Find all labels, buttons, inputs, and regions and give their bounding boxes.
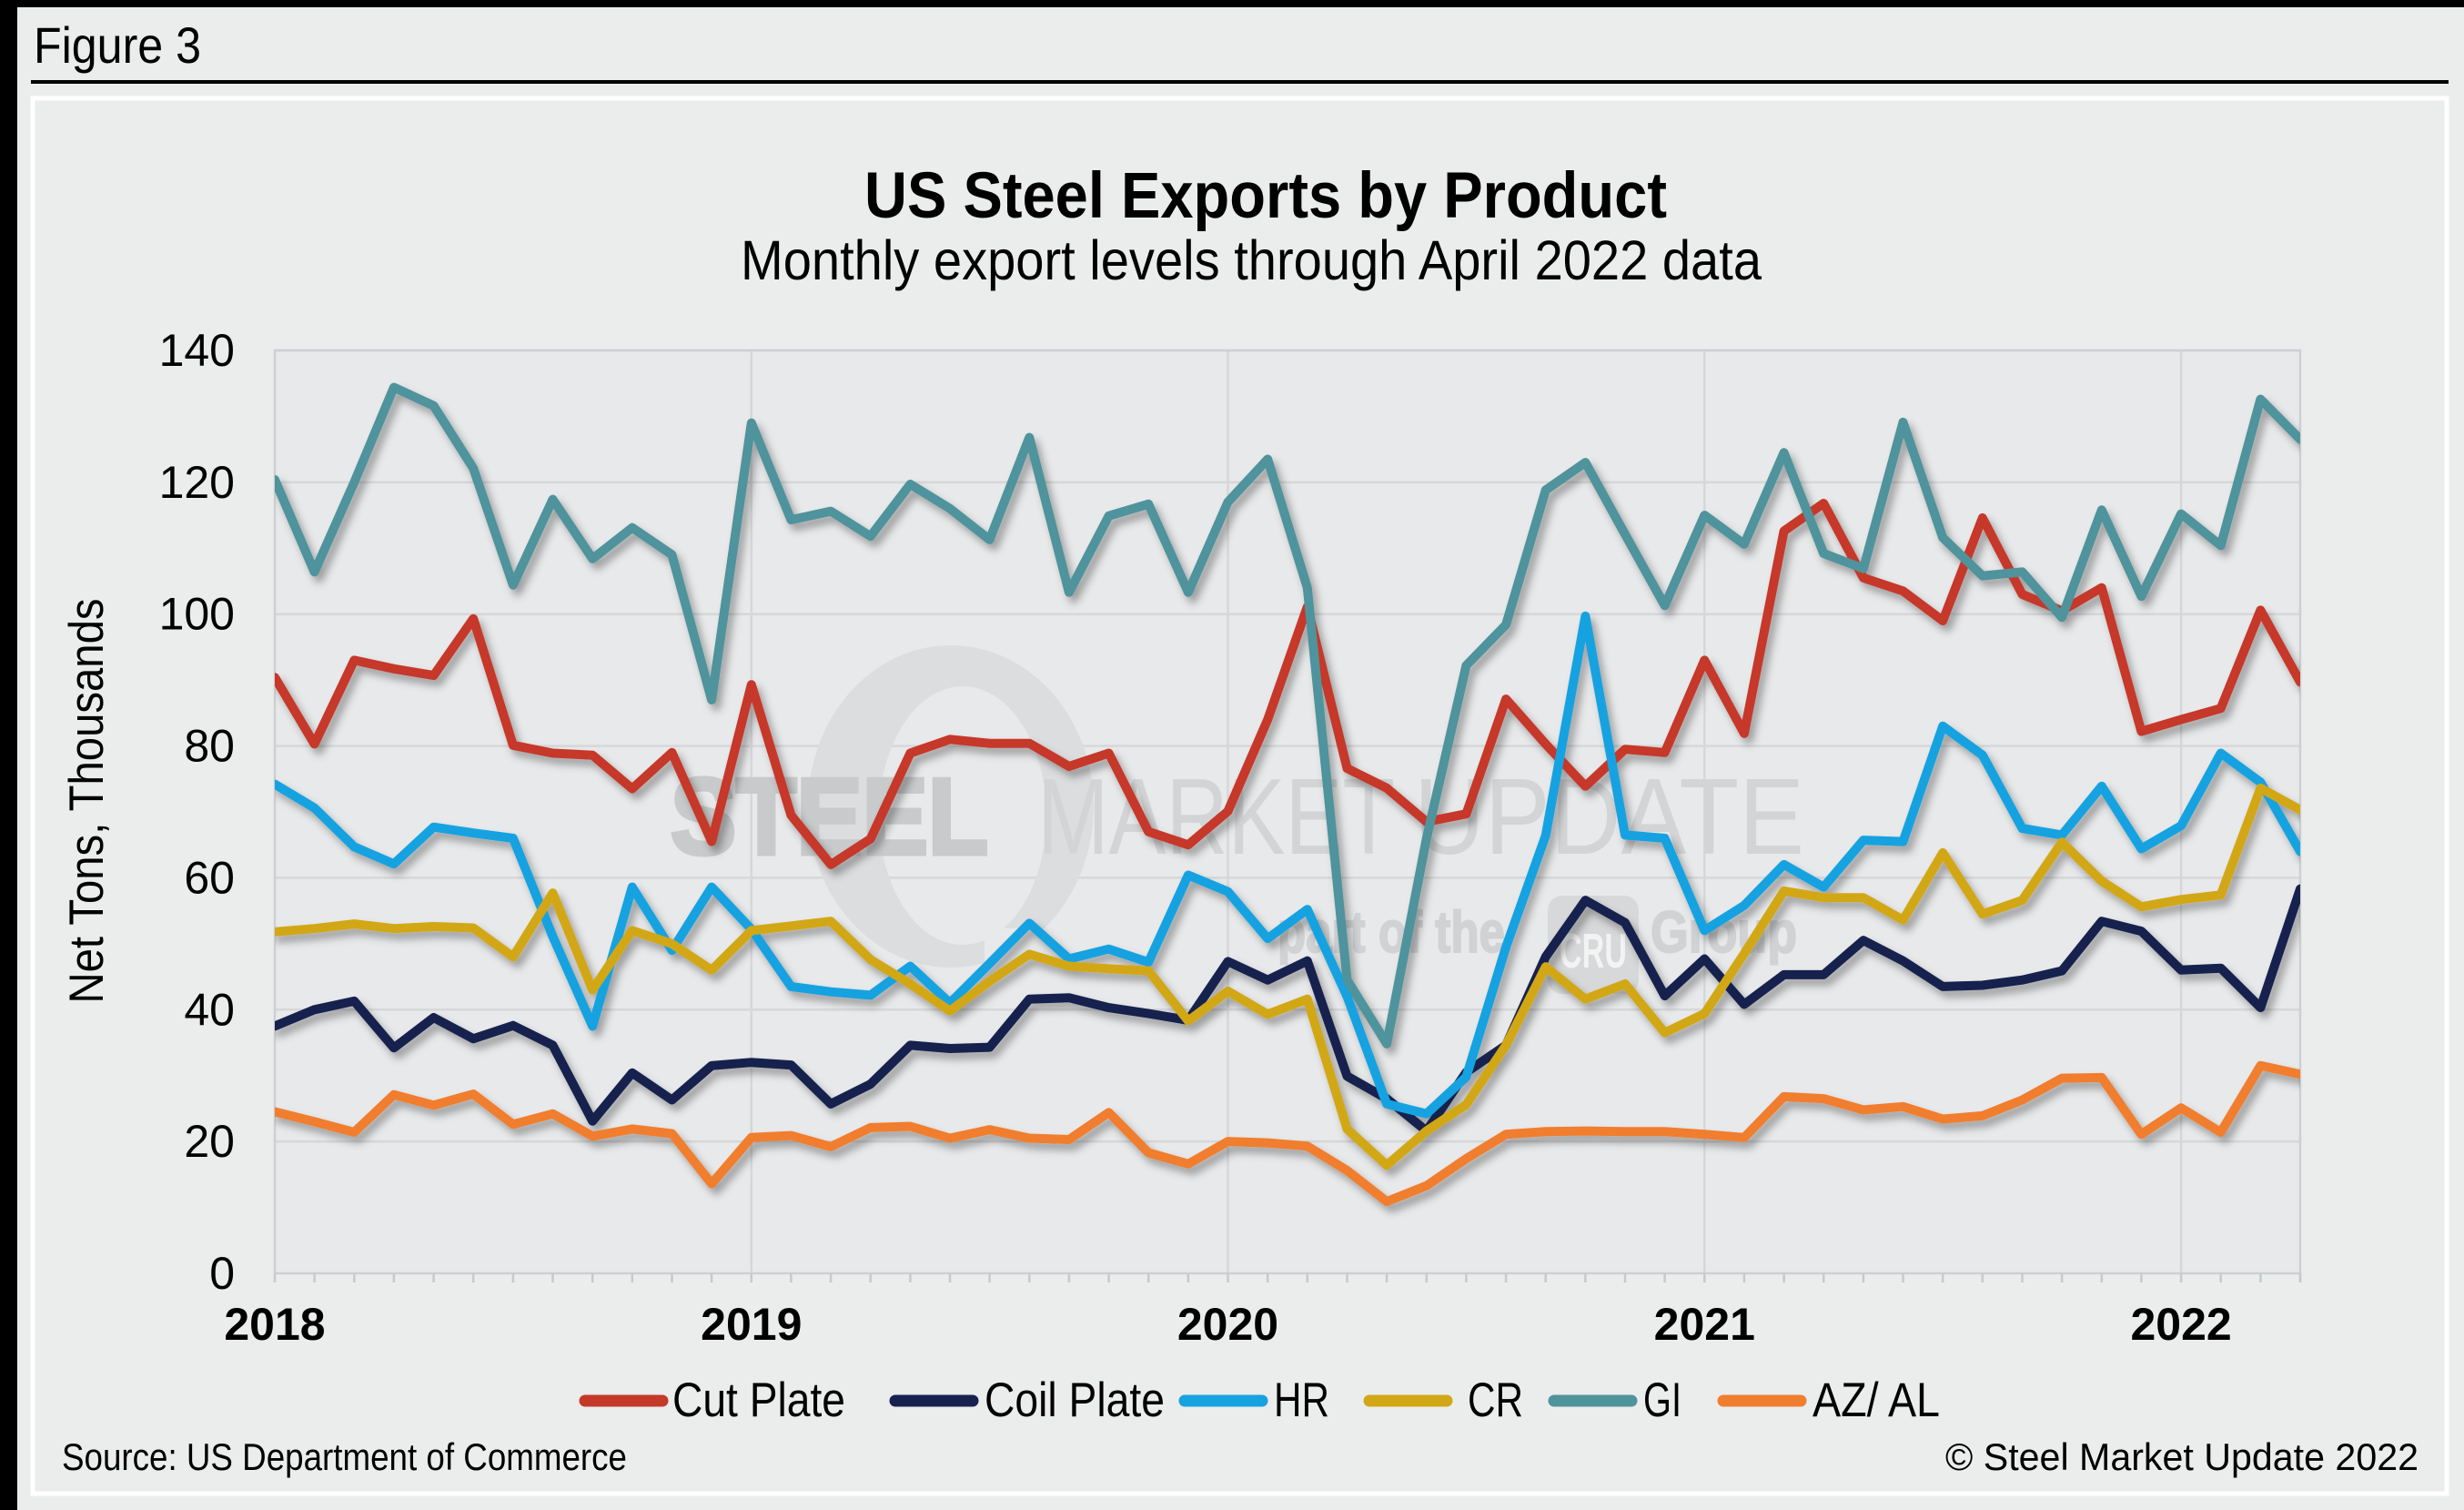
svg-text:Net Tons, Thousands: Net Tons, Thousands	[60, 599, 114, 1004]
svg-text:60: 60	[184, 852, 235, 903]
svg-text:2021: 2021	[1654, 1299, 1755, 1350]
svg-text:AZ/ AL: AZ/ AL	[1813, 1373, 1940, 1427]
svg-text:UPDATE: UPDATE	[1414, 756, 1804, 877]
svg-text:40: 40	[184, 984, 235, 1035]
svg-text:© Steel Market Update 2022: © Steel Market Update 2022	[1945, 1435, 2419, 1478]
svg-text:Monthly export levels through: Monthly export levels through April 2022…	[741, 229, 1762, 291]
svg-text:CRU: CRU	[1560, 924, 1627, 978]
svg-text:100: 100	[159, 589, 235, 640]
svg-text:Figure 3: Figure 3	[34, 16, 201, 74]
svg-text:2020: 2020	[1177, 1299, 1278, 1350]
svg-text:CR: CR	[1468, 1373, 1523, 1427]
svg-text:2018: 2018	[224, 1299, 325, 1350]
svg-text:Source: US Department of Comme: Source: US Department of Commerce	[62, 1435, 627, 1478]
svg-text:2022: 2022	[2130, 1299, 2231, 1350]
svg-text:2019: 2019	[701, 1299, 802, 1350]
svg-text:120: 120	[159, 457, 235, 508]
svg-text:GI: GI	[1643, 1373, 1681, 1427]
svg-text:US Steel Exports by Product: US Steel Exports by Product	[864, 160, 1667, 232]
svg-text:Coil Plate: Coil Plate	[985, 1373, 1165, 1427]
svg-text:Cut Plate: Cut Plate	[672, 1373, 845, 1427]
svg-text:20: 20	[184, 1116, 235, 1167]
svg-text:140: 140	[159, 325, 235, 376]
svg-text:HR: HR	[1274, 1373, 1329, 1427]
svg-text:0: 0	[209, 1248, 235, 1299]
svg-text:80: 80	[184, 721, 235, 772]
